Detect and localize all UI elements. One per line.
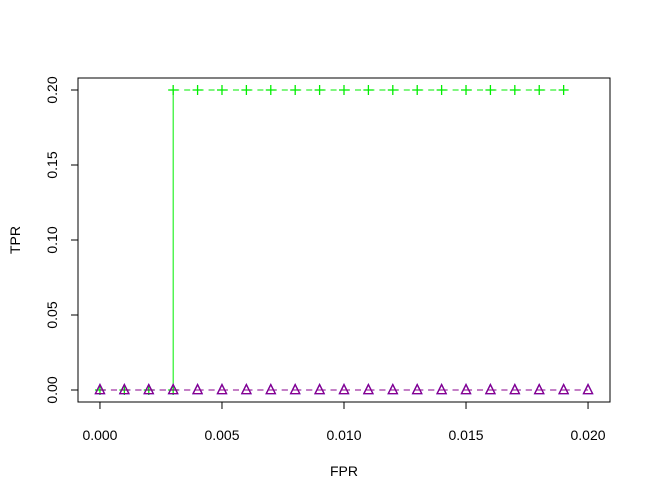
plus-marker <box>216 85 227 95</box>
triangle-marker <box>118 383 130 395</box>
triangle-marker <box>94 383 106 395</box>
plus-marker <box>485 85 496 95</box>
y-tick-label: 0.05 <box>44 301 60 328</box>
plus-marker <box>168 85 179 95</box>
y-axis: 0.00 0.05 0.10 0.15 0.20 <box>44 76 79 404</box>
triangle-marker <box>509 383 521 395</box>
triangle-marker <box>314 383 326 395</box>
triangle-marker <box>387 383 399 395</box>
triangle-marker <box>216 383 228 395</box>
plus-marker <box>290 85 301 95</box>
triangle-marker <box>167 383 179 395</box>
triangle-marker <box>240 383 252 395</box>
triangle-marker <box>411 383 423 395</box>
plus-marker <box>534 85 545 95</box>
triangle-marker <box>436 383 448 395</box>
plus-marker <box>558 85 569 95</box>
plus-marker <box>265 85 276 95</box>
x-tick-label: 0.010 <box>326 427 361 443</box>
y-tick-label: 0.00 <box>44 376 60 403</box>
plus-marker <box>387 85 398 95</box>
y-axis-label: TPR <box>7 226 23 254</box>
x-tick-label: 0.005 <box>204 427 239 443</box>
triangle-marker <box>265 383 277 395</box>
y-tick-label: 0.10 <box>44 226 60 253</box>
plus-marker <box>461 85 472 95</box>
x-tick-label: 0.000 <box>82 427 117 443</box>
triangle-marker <box>289 383 301 395</box>
triangle-marker <box>460 383 472 395</box>
triangle-marker <box>362 383 374 395</box>
triangle-marker <box>533 383 545 395</box>
series-0 <box>94 85 569 395</box>
plus-marker <box>412 85 423 95</box>
x-tick-label: 0.020 <box>571 427 606 443</box>
triangle-marker <box>558 383 570 395</box>
series-2 <box>94 383 594 395</box>
x-axis-label: FPR <box>330 463 358 479</box>
triangle-marker <box>143 383 155 395</box>
triangle-marker <box>484 383 496 395</box>
plus-marker <box>192 85 203 95</box>
plus-marker <box>241 85 252 95</box>
y-tick-label: 0.20 <box>44 76 60 103</box>
plus-marker <box>363 85 374 95</box>
plus-marker <box>339 85 349 95</box>
triangle-marker <box>582 383 594 395</box>
plus-marker <box>509 85 520 95</box>
series-layer <box>94 85 594 395</box>
x-axis: 0.000 0.005 0.010 0.015 0.020 <box>82 401 606 443</box>
x-tick-label: 0.015 <box>448 427 483 443</box>
plus-marker <box>314 85 325 95</box>
plot-frame <box>77 77 611 403</box>
plus-marker <box>436 85 447 95</box>
triangle-marker <box>192 383 204 395</box>
triangle-marker <box>338 383 350 395</box>
y-tick-label: 0.15 <box>44 151 60 178</box>
